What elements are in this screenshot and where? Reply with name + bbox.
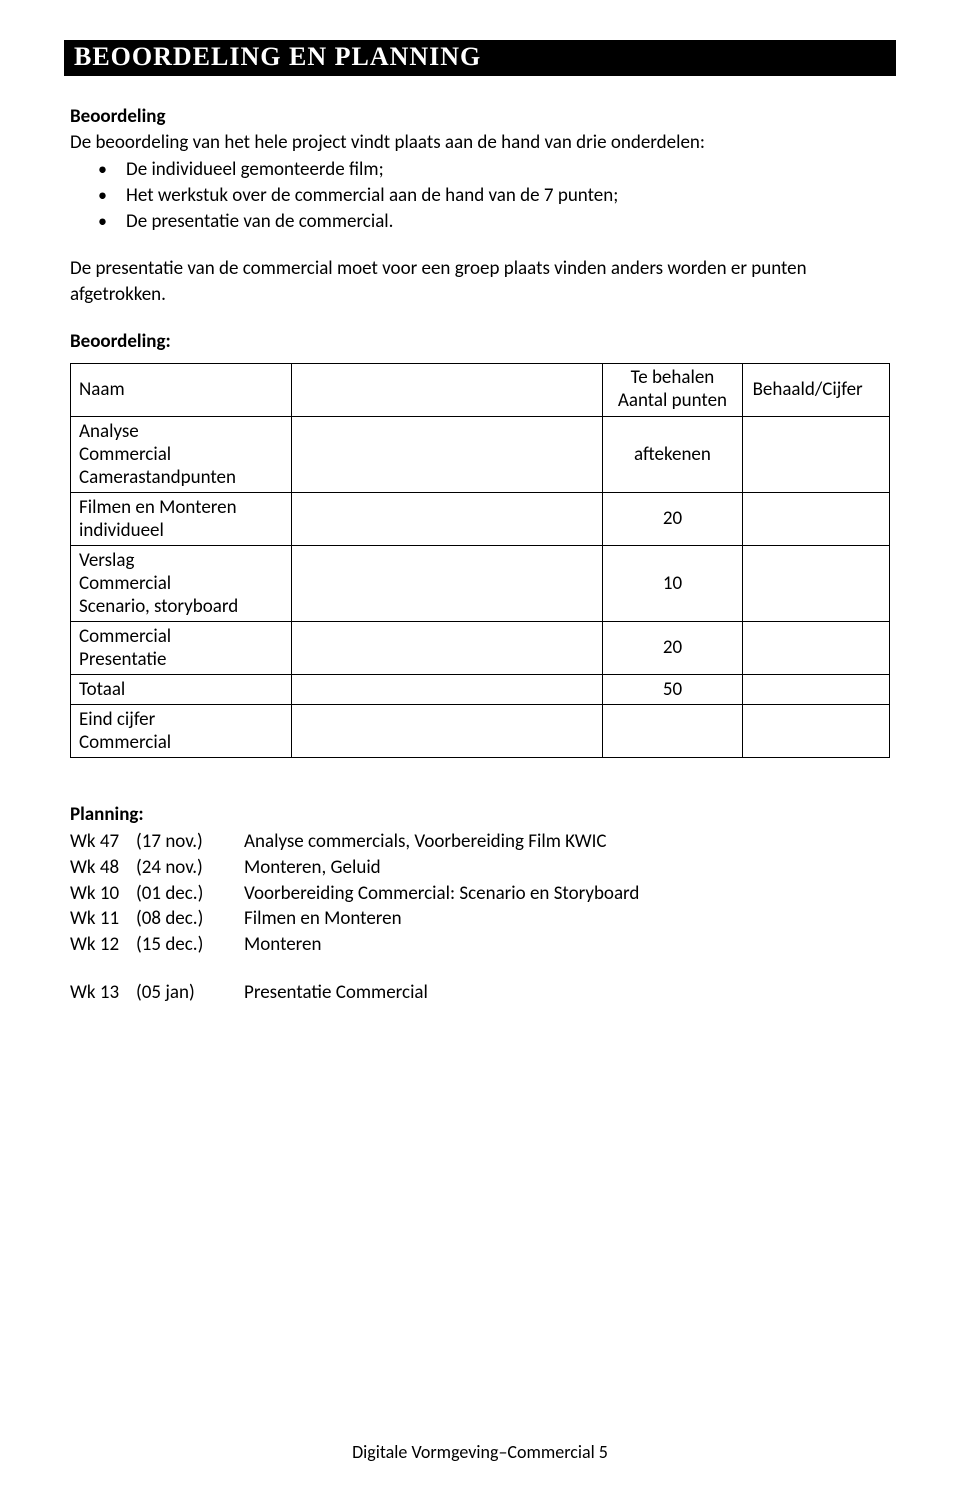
row-value-cell: 20 — [603, 492, 742, 545]
row-label-line: Presentatie — [79, 648, 166, 671]
intro-lead: Beoordeling — [70, 104, 890, 130]
row-behaald-cell — [742, 416, 889, 492]
row-label-line: Commercial — [79, 625, 171, 648]
planning-date: (05 jan) — [136, 980, 244, 1006]
row-label-cell: Verslag Commercial Scenario, storyboard — [71, 545, 292, 621]
te-behalen-line1: Te behalen — [631, 366, 715, 389]
row-label-line: Camerastandpunten — [79, 466, 236, 489]
planning-wk: Wk 11 — [70, 906, 136, 932]
intro-bullet-list: De individueel gemonteerde film; Het wer… — [70, 157, 890, 234]
planning-row: Wk 10 (01 dec.) Voorbereiding Commercial… — [70, 881, 890, 907]
eind-behaald-cell — [742, 704, 889, 757]
eind-label-line: Eind cijfer — [79, 708, 155, 731]
row-behaald-cell — [742, 492, 889, 545]
row-value-cell: 20 — [603, 621, 742, 674]
page-footer: Digitale Vormgeving–Commercial 5 — [0, 1441, 960, 1463]
intro-bullet-item: Het werkstuk over de commercial aan de h… — [126, 183, 890, 209]
table-row: Verslag Commercial Scenario, storyboard … — [71, 545, 890, 621]
planning-wk: Wk 13 — [70, 980, 136, 1006]
intro-section: Beoordeling De beoordeling van het hele … — [70, 104, 890, 234]
page-title: BEOORDELING EN PLANNING — [74, 42, 481, 71]
note-text: De presentatie van de commercial moet vo… — [70, 256, 890, 307]
planning-date: (24 nov.) — [136, 855, 244, 881]
row-behaald-cell — [742, 621, 889, 674]
behaald-header-cell: Behaald/Cijfer — [742, 364, 889, 417]
planning-wk: Wk 12 — [70, 932, 136, 958]
planning-date: (08 dec.) — [136, 906, 244, 932]
planning-date: (17 nov.) — [136, 829, 244, 855]
planning-date: (01 dec.) — [136, 881, 244, 907]
eind-value-cell — [603, 704, 742, 757]
planning-desc: Presentatie Commercial — [244, 980, 890, 1006]
planning-gap — [70, 958, 890, 980]
planning-lead: Planning: — [70, 802, 890, 828]
row-value-cell: aftekenen — [603, 416, 742, 492]
row-label-cell: Commercial Presentatie — [71, 621, 292, 674]
table-header-row: Naam Te behalen Aantal punten Behaald/Ci… — [71, 364, 890, 417]
row-blank-cell — [292, 621, 603, 674]
planning-row: Wk 47 (17 nov.) Analyse commercials, Voo… — [70, 829, 890, 855]
planning-row-last: Wk 13 (05 jan) Presentatie Commercial — [70, 980, 890, 1006]
row-label-line: Verslag — [79, 549, 134, 572]
planning-desc: Monteren — [244, 932, 890, 958]
intro-bullet-item: De individueel gemonteerde film; — [126, 157, 890, 183]
planning-row: Wk 48 (24 nov.) Monteren, Geluid — [70, 855, 890, 881]
totaal-blank-cell — [292, 674, 603, 704]
planning-desc: Analyse commercials, Voorbereiding Film … — [244, 829, 890, 855]
grading-table: Naam Te behalen Aantal punten Behaald/Ci… — [70, 363, 890, 758]
row-value-cell: 10 — [603, 545, 742, 621]
row-label-line: individueel — [79, 519, 164, 542]
planning-date: (15 dec.) — [136, 932, 244, 958]
intro-bullet-item: De presentatie van de commercial. — [126, 209, 890, 235]
page-header-bar: BEOORDELING EN PLANNING — [64, 40, 896, 76]
te-behalen-line2: Aantal punten — [618, 389, 727, 412]
row-blank-cell — [292, 416, 603, 492]
note-section: De presentatie van de commercial moet vo… — [70, 256, 890, 307]
planning-row: Wk 12 (15 dec.) Monteren — [70, 932, 890, 958]
intro-text: De beoordeling van het hele project vind… — [70, 130, 890, 156]
row-behaald-cell — [742, 545, 889, 621]
totaal-behaald-cell — [742, 674, 889, 704]
footer-text: Digitale Vormgeving–Commercial 5 — [352, 1441, 608, 1463]
naam-label-cell: Naam — [71, 364, 292, 417]
eindcijfer-row: Eind cijfer Commercial — [71, 704, 890, 757]
row-label-line: Filmen en Monteren — [79, 496, 237, 519]
table-row: Analyse Commercial Camerastandpunten aft… — [71, 416, 890, 492]
table-row: Commercial Presentatie 20 — [71, 621, 890, 674]
row-blank-cell — [292, 545, 603, 621]
grading-lead: Beoordeling: — [70, 329, 890, 355]
row-label-line: Analyse — [79, 420, 139, 443]
naam-blank-cell — [292, 364, 603, 417]
planning-wk: Wk 47 — [70, 829, 136, 855]
totaal-row: Totaal 50 — [71, 674, 890, 704]
row-label-line: Commercial — [79, 572, 171, 595]
planning-section: Planning: Wk 47 (17 nov.) Analyse commer… — [70, 802, 890, 1005]
te-behalen-header-cell: Te behalen Aantal punten — [603, 364, 742, 417]
row-label-cell: Filmen en Monteren individueel — [71, 492, 292, 545]
eind-label-cell: Eind cijfer Commercial — [71, 704, 292, 757]
planning-desc: Voorbereiding Commercial: Scenario en St… — [244, 881, 890, 907]
planning-wk: Wk 10 — [70, 881, 136, 907]
planning-row: Wk 11 (08 dec.) Filmen en Monteren — [70, 906, 890, 932]
planning-wk: Wk 48 — [70, 855, 136, 881]
planning-desc: Monteren, Geluid — [244, 855, 890, 881]
planning-desc: Filmen en Monteren — [244, 906, 890, 932]
totaal-value-cell: 50 — [603, 674, 742, 704]
row-label-cell: Analyse Commercial Camerastandpunten — [71, 416, 292, 492]
totaal-label-cell: Totaal — [71, 674, 292, 704]
table-row: Filmen en Monteren individueel 20 — [71, 492, 890, 545]
row-blank-cell — [292, 492, 603, 545]
eind-blank-cell — [292, 704, 603, 757]
eind-label-line: Commercial — [79, 731, 171, 754]
row-label-line: Commercial — [79, 443, 171, 466]
row-label-line: Scenario, storyboard — [79, 595, 238, 618]
